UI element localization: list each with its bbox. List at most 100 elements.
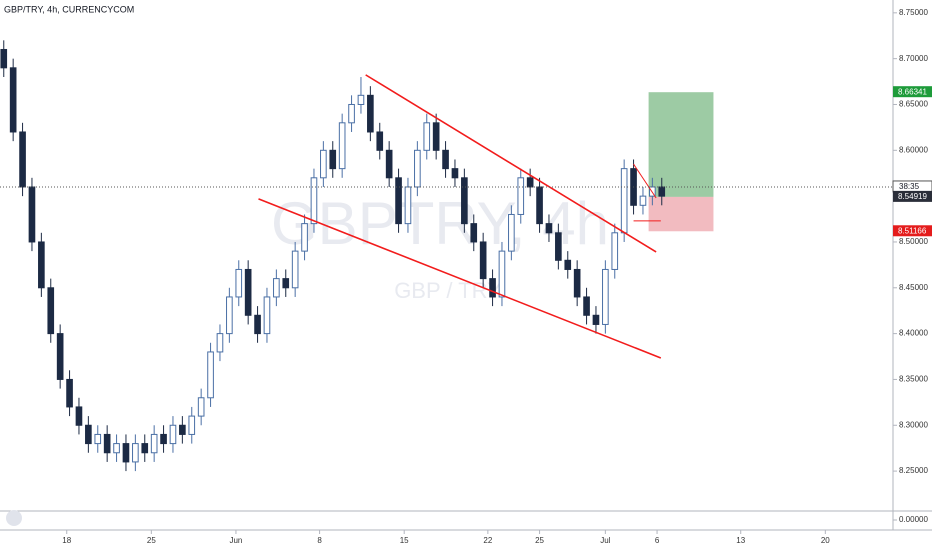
candle-body [103, 433, 111, 454]
candle-body [395, 177, 402, 225]
x-tick-label: 22 [483, 536, 492, 545]
candle-body [573, 268, 581, 298]
candle-body [498, 250, 506, 298]
x-tick-label: 20 [821, 536, 830, 545]
candle-body [273, 278, 280, 298]
candle-body [620, 168, 628, 234]
candle-body [301, 223, 308, 252]
candle-body [320, 149, 327, 179]
candle-body [310, 177, 318, 225]
candle-body [291, 250, 299, 289]
candle-body [404, 186, 412, 225]
stop-zone [648, 196, 714, 232]
candle-body [348, 103, 355, 124]
x-tick-label: 18 [62, 536, 71, 545]
watermark: GBPTRY, 4h [271, 190, 609, 257]
candle-body [592, 314, 600, 325]
watermark-sub: GBP / TRY [394, 278, 502, 303]
y-tick-label: 8.35000 [899, 375, 928, 384]
y-tick-label: 8.30000 [899, 420, 928, 429]
candle-body [461, 177, 468, 225]
candle-body [28, 186, 36, 243]
candle-body [432, 122, 440, 151]
candle-body [244, 268, 252, 316]
candle-body [526, 177, 534, 188]
candle-body [9, 67, 17, 133]
pane-tick-label: 0.00000 [899, 515, 928, 524]
stop-label-box [893, 225, 932, 237]
candle-body [169, 424, 177, 445]
candle-body [141, 443, 149, 454]
candle-body [489, 278, 496, 298]
candle-body [414, 149, 421, 188]
candle-body [367, 94, 374, 133]
chart-title: GBP/TRY, 4h, CURRENCYCOM [4, 4, 134, 14]
candle-body [19, 131, 26, 188]
logo[interactable] [6, 510, 22, 526]
stop-label: 8.51166 [898, 226, 927, 235]
y-tick-label: 8.65000 [899, 100, 928, 109]
x-tick-label: Jun [229, 536, 242, 545]
trend-line [633, 163, 657, 199]
candle-body [38, 241, 45, 289]
candle-body [357, 94, 365, 105]
candle-body [611, 232, 619, 270]
candle-body [658, 186, 666, 197]
countdown: 38:35 [899, 182, 920, 191]
candle-body [132, 443, 139, 463]
candle-body [555, 232, 562, 261]
candle-body [66, 378, 73, 408]
candle-body [179, 424, 186, 435]
candle-body [329, 149, 337, 170]
candle-body [113, 443, 120, 454]
target-label: 8.66341 [898, 87, 927, 96]
y-tick-label: 8.70000 [899, 54, 928, 63]
candle-body [583, 296, 590, 316]
candle-body [160, 433, 167, 445]
x-tick-label: 25 [535, 536, 544, 545]
candle-body [254, 314, 261, 335]
candle-body [188, 415, 196, 435]
candle-body [216, 333, 224, 353]
candle-body [47, 287, 55, 335]
candle-body [75, 406, 83, 426]
y-tick-label: 8.50000 [899, 237, 928, 246]
y-tick-label: 8.60000 [899, 145, 928, 154]
x-tick-label: 25 [147, 536, 156, 545]
candle-body [639, 195, 647, 206]
candle-body [263, 296, 271, 335]
candle-body [85, 424, 92, 445]
y-tick-label: 8.75000 [899, 8, 928, 17]
candle-body [423, 122, 431, 151]
candle-body [150, 433, 158, 454]
target-zone [648, 92, 714, 197]
candle-body [197, 397, 205, 417]
x-tick-label: Jul [600, 536, 610, 545]
candle-body [470, 223, 478, 243]
candle-body [508, 213, 515, 252]
x-tick-label: 15 [400, 536, 409, 545]
candle-body [451, 168, 459, 179]
y-tick-label: 8.25000 [899, 466, 928, 475]
candle-body [442, 149, 449, 170]
candle-body [226, 296, 233, 335]
candle-body [536, 186, 543, 225]
candle-body [376, 131, 384, 151]
candle-body [602, 268, 609, 325]
trend-line [365, 74, 657, 253]
y-tick-label: 8.45000 [899, 283, 928, 292]
candle-body [207, 351, 214, 399]
trend-line [258, 198, 662, 359]
candle-body [385, 149, 393, 179]
candle-body [94, 433, 102, 445]
candle-body [479, 241, 487, 280]
target-label-box [893, 86, 932, 98]
candle-body [282, 278, 290, 289]
candle-body [545, 223, 553, 234]
entry-label: 8.54919 [898, 192, 927, 201]
y-tick-label: 8.40000 [899, 329, 928, 338]
candle-body [338, 122, 346, 170]
candle-body [0, 48, 8, 69]
